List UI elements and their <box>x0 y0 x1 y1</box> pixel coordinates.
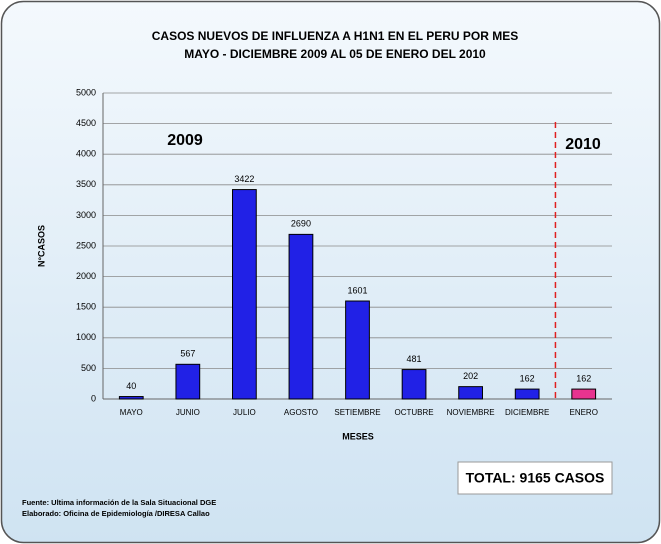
x-tick-label: JULIO <box>233 408 256 417</box>
data-label: 567 <box>180 349 195 359</box>
data-label: 40 <box>126 381 136 391</box>
bar <box>514 388 540 400</box>
bar <box>458 386 483 400</box>
total-label: TOTAL: 9165 CASOS <box>466 470 605 486</box>
y-tick-label: 1000 <box>76 332 96 342</box>
data-label: 162 <box>520 373 535 383</box>
bar <box>175 363 201 400</box>
y-tick-label: 5000 <box>76 87 96 97</box>
x-tick-label: JUNIO <box>176 408 200 417</box>
x-tick-label: NOVIEMBRE <box>447 408 495 417</box>
data-label: 3422 <box>234 174 254 184</box>
x-tick-label: MAYO <box>120 408 143 417</box>
x-tick-label: OCTUBRE <box>394 408 433 417</box>
chart-subtitle: MAYO - DICIEMBRE 2009 AL 05 DE ENERO DEL… <box>184 47 486 61</box>
y-tick-label: 3000 <box>76 210 96 220</box>
x-tick-label: SETIEMBRE <box>334 408 380 417</box>
y-tick-label: 4500 <box>76 118 96 128</box>
y-axis-label: N°CASOS <box>36 225 46 267</box>
x-tick-label: DICIEMBRE <box>505 408 549 417</box>
x-axis-label: MESES <box>342 431 374 441</box>
x-tick-label: ENERO <box>569 408 597 417</box>
annotation: 2009 <box>167 132 203 149</box>
bar <box>118 396 144 400</box>
bar <box>571 388 597 400</box>
bar <box>288 233 314 400</box>
data-label: 202 <box>463 371 478 381</box>
y-tick-label: 0 <box>91 393 96 403</box>
y-tick-label: 4000 <box>76 149 96 159</box>
y-tick-label: 1500 <box>76 302 96 312</box>
total-box <box>457 461 613 495</box>
source-note: Fuente: Ultima información de la Sala Si… <box>22 498 216 507</box>
bar <box>345 300 370 400</box>
bar <box>232 189 257 400</box>
data-label: 1601 <box>347 285 367 295</box>
x-tick-label: AGOSTO <box>284 408 318 417</box>
y-tick-label: 500 <box>81 363 96 373</box>
bar <box>401 369 427 400</box>
data-label: 162 <box>576 373 591 383</box>
annotation: 2010 <box>565 136 601 153</box>
chart-title: CASOS NUEVOS DE INFLUENZA A H1N1 EN EL P… <box>152 29 519 43</box>
source-note: Elaborado: Oficina de Epidemiología /DIR… <box>22 509 210 518</box>
y-tick-label: 3500 <box>76 179 96 189</box>
y-tick-label: 2500 <box>76 240 96 250</box>
y-tick-label: 2000 <box>76 271 96 281</box>
data-label: 481 <box>407 354 422 364</box>
data-label: 2690 <box>291 219 311 229</box>
